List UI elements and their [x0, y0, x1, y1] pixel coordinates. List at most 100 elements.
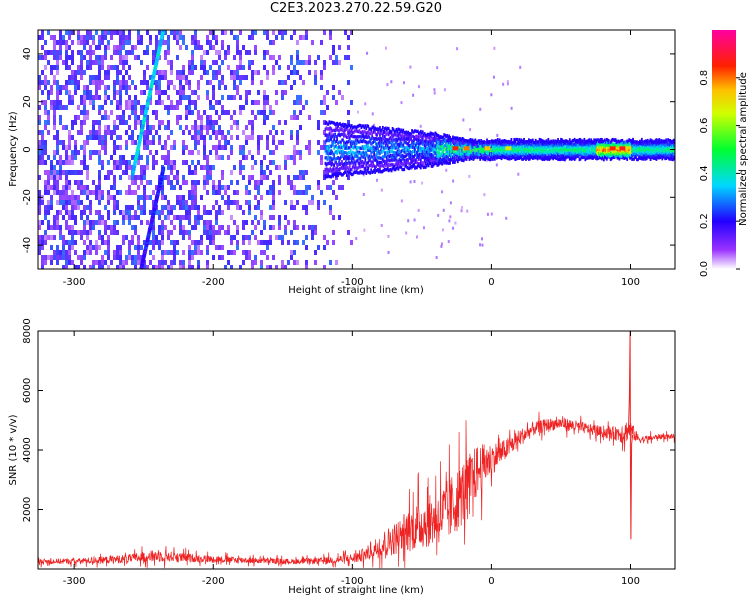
spectrogram-cell: [337, 128, 339, 132]
spectrogram-cell: [143, 205, 146, 210]
spectrogram-cell: [68, 140, 71, 145]
spectrogram-cell: [563, 139, 565, 143]
spectrogram-cell: [296, 115, 299, 120]
spectrogram-cell: [429, 148, 432, 153]
spectrogram-cell: [324, 161, 327, 166]
spectrogram-cell: [343, 134, 345, 138]
spectrogram-cell: [44, 255, 47, 260]
spectrogram-cell: [383, 130, 386, 134]
spectrogram-cell: [590, 154, 593, 158]
spectrogram-cell: [574, 148, 577, 152]
spectrogram-cell: [492, 75, 495, 79]
spectrogram-cell: [549, 149, 552, 153]
spectrogram-cell: [503, 147, 506, 151]
spectrogram-cell: [431, 144, 434, 148]
spectrogram-cell: [179, 45, 182, 50]
spectrogram-cell: [443, 157, 446, 161]
spectrogram-cell: [491, 157, 494, 161]
spectrogram-cell: [65, 125, 68, 130]
spectrogram-cell: [401, 130, 404, 134]
spectrogram-cell: [581, 147, 584, 152]
spectrogram-cell: [352, 171, 355, 175]
spectrogram-cell: [86, 30, 89, 35]
spectrogram-cell: [323, 200, 326, 205]
spectrogram-cell: [221, 195, 224, 200]
spectrogram-cell: [419, 153, 422, 157]
spectrogram-cell: [558, 142, 560, 146]
spectrogram-cell: [41, 155, 44, 160]
spectrogram-cell: [447, 142, 449, 146]
spectrogram-cell: [541, 151, 544, 155]
spectrogram-cell: [197, 80, 200, 85]
spectrogram-cell: [170, 220, 173, 225]
spectrogram-cell: [514, 146, 517, 151]
spectrogram-cell: [140, 155, 143, 160]
spectrogram-cell: [413, 135, 415, 139]
spectrogram-cell: [490, 155, 492, 159]
spectrogram-cell: [570, 157, 573, 161]
spectrogram-cell: [350, 159, 353, 163]
spectrogram-cell: [107, 115, 110, 120]
spectrogram-cell: [152, 165, 155, 170]
spectrogram-cell: [101, 115, 104, 120]
spectrogram-cell: [469, 149, 472, 153]
spectrogram-cell: [556, 148, 559, 152]
spectrogram-cell: [553, 151, 556, 155]
spectrogram-cell: [134, 175, 137, 180]
spectrogram-cell: [584, 140, 587, 144]
spectrogram-cell: [331, 143, 334, 147]
spectrogram-cell: [428, 161, 431, 166]
spectrogram-cell: [392, 151, 395, 155]
spectrogram-cell: [367, 160, 370, 164]
spectrogram-cell: [387, 168, 390, 173]
spectrogram-cell: [263, 105, 266, 110]
spectrogram-cell: [365, 135, 368, 139]
spectrogram-cell: [346, 140, 349, 144]
spectrogram-cell: [158, 210, 161, 215]
spectrogram-cell: [215, 210, 218, 215]
spectrogram-cell: [125, 235, 128, 240]
spectrogram-cell: [450, 145, 452, 149]
spectrogram-cell: [191, 195, 194, 200]
spectrogram-cell: [233, 80, 236, 85]
spectrogram-cell: [517, 155, 520, 159]
spectrogram-cell: [74, 220, 77, 225]
spectrogram-cell: [564, 158, 566, 162]
spectrogram-cell: [233, 190, 236, 195]
spectrogram-cell: [424, 133, 427, 137]
spectrogram-cell: [364, 134, 367, 139]
spectrogram-cell: [149, 40, 152, 45]
spectrogram-cell: [456, 143, 459, 147]
spectrogram-cell: [508, 157, 511, 161]
spectrogram-cell: [332, 167, 335, 171]
spectrogram-cell: [140, 80, 143, 85]
spectrogram-cell: [357, 124, 360, 128]
spectrogram-cell: [529, 148, 532, 152]
spectrogram-cell: [539, 149, 542, 153]
spectrogram-cell: [476, 144, 479, 148]
spectrogram-cell: [239, 165, 242, 170]
spectrogram-cell: [452, 179, 455, 183]
spectrogram-cell: [404, 155, 407, 159]
spectrogram-cell: [376, 137, 378, 142]
spectrogram-cell: [116, 70, 119, 75]
spectrogram-cell: [86, 205, 89, 210]
spectrogram-cell: [441, 135, 444, 139]
spectrogram-cell: [305, 60, 308, 65]
spectrogram-cell: [341, 150, 343, 154]
spectrogram-cell: [203, 180, 206, 185]
spectrogram-cell: [263, 170, 266, 175]
spectrogram-cell: [574, 140, 577, 144]
spectrogram-cell: [83, 205, 86, 210]
spectrogram-cell: [260, 110, 263, 115]
spectrogram-cell: [343, 143, 345, 147]
spectrogram-cell: [152, 245, 155, 250]
spectrogram-cell: [331, 135, 334, 139]
spectrogram-cell: [494, 151, 497, 155]
spectrogram-cell: [83, 225, 86, 230]
spectrogram-cell: [390, 138, 393, 142]
spectrogram-cell: [125, 255, 128, 260]
spectrogram-cell: [194, 35, 197, 40]
spectrogram-cell: [348, 146, 351, 150]
spectrogram-cell: [125, 105, 128, 110]
